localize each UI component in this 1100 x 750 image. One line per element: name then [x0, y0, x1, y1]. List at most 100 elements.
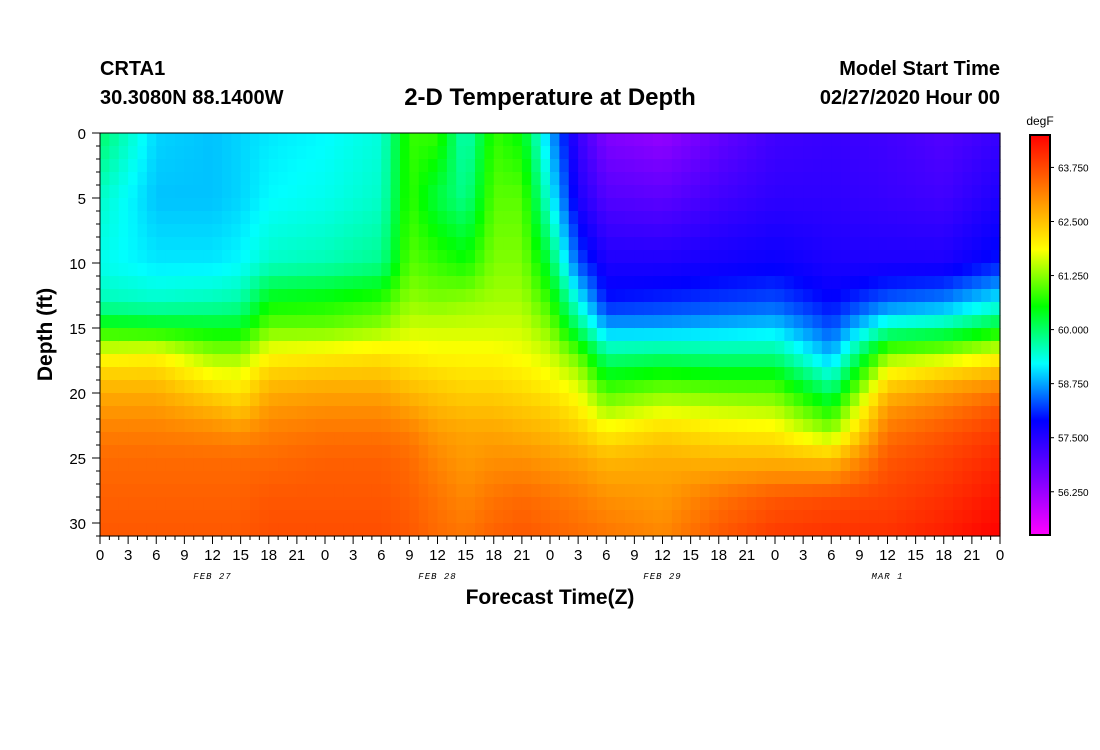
- heatmap-cell: [559, 276, 570, 290]
- heatmap-cell: [381, 237, 392, 251]
- heatmap-cell: [381, 302, 392, 316]
- heatmap-cell: [550, 328, 560, 342]
- heatmap-cell: [709, 419, 720, 433]
- colorbar-tick-label: 56.250: [1058, 488, 1089, 499]
- heatmap-cell: [850, 302, 860, 316]
- heatmap-cell: [381, 354, 392, 368]
- heatmap-cell: [287, 497, 298, 511]
- heatmap-cell: [653, 237, 664, 251]
- heatmap-cell: [550, 315, 560, 329]
- heatmap-cell: [981, 198, 992, 212]
- heatmap-cell: [803, 432, 814, 446]
- heatmap-cell: [746, 523, 757, 537]
- heatmap-cell: [812, 432, 823, 446]
- heatmap-cell: [193, 263, 204, 277]
- heatmap-cell: [850, 276, 860, 290]
- heatmap-cell: [550, 393, 560, 407]
- heatmap-cell: [203, 172, 214, 186]
- heatmap-cell: [503, 510, 514, 524]
- heatmap-cell: [268, 367, 279, 381]
- heatmap-cell: [221, 315, 232, 329]
- heatmap-cell: [615, 380, 626, 394]
- heatmap-cell: [165, 484, 176, 498]
- heatmap-cell: [240, 523, 251, 537]
- heatmap-cell: [821, 497, 832, 511]
- heatmap-cell: [981, 354, 992, 368]
- heatmap-cell: [353, 224, 364, 238]
- heatmap-cell: [306, 250, 317, 264]
- heatmap-cell: [662, 237, 673, 251]
- heatmap-cell: [850, 328, 860, 342]
- heatmap-cell: [165, 172, 176, 186]
- heatmap-cell: [981, 328, 992, 342]
- heatmap-cell: [137, 185, 148, 199]
- heatmap-cell: [625, 250, 635, 264]
- heatmap-cell: [737, 172, 748, 186]
- heatmap-cell: [268, 328, 279, 342]
- heatmap-cell: [240, 380, 251, 394]
- heatmap-cell: [240, 341, 251, 355]
- heatmap-cell: [709, 328, 720, 342]
- heatmap-cell: [587, 185, 598, 199]
- heatmap-cell: [906, 341, 917, 355]
- heatmap-cell: [821, 250, 832, 264]
- heatmap-cell: [100, 315, 110, 329]
- heatmap-cell: [118, 198, 129, 212]
- heatmap-cell: [278, 276, 289, 290]
- heatmap-cell: [559, 445, 570, 459]
- heatmap-cell: [868, 432, 879, 446]
- heatmap-cell: [925, 497, 935, 511]
- heatmap-cell: [653, 406, 664, 420]
- heatmap-cell: [456, 315, 467, 329]
- heatmap-cell: [409, 289, 420, 303]
- heatmap-cell: [606, 146, 617, 160]
- heatmap-cell: [184, 419, 195, 433]
- heatmap-cell: [165, 289, 176, 303]
- heatmap-cell: [371, 159, 382, 173]
- heatmap-cell: [587, 172, 598, 186]
- heatmap-cell: [156, 367, 167, 381]
- heatmap-cell: [587, 393, 598, 407]
- heatmap-cell: [484, 237, 495, 251]
- heatmap-cell: [400, 250, 410, 264]
- heatmap-cell: [803, 276, 814, 290]
- heatmap-cell: [568, 302, 579, 316]
- heatmap-cell: [137, 224, 148, 238]
- heatmap-cell: [559, 172, 570, 186]
- heatmap-cell: [643, 315, 654, 329]
- heatmap-cell: [878, 523, 889, 537]
- heatmap-cell: [118, 237, 129, 251]
- heatmap-cell: [953, 185, 964, 199]
- heatmap-cell: [353, 263, 364, 277]
- heatmap-cell: [728, 458, 739, 472]
- heatmap-cell: [193, 315, 204, 329]
- heatmap-cell: [587, 380, 598, 394]
- heatmap-cell: [943, 146, 954, 160]
- heatmap-cell: [381, 172, 392, 186]
- heatmap-cell: [390, 523, 401, 537]
- heatmap-cell: [334, 445, 345, 459]
- heatmap-cell: [118, 133, 129, 147]
- heatmap-cell: [428, 302, 439, 316]
- heatmap-cell: [221, 523, 232, 537]
- heatmap-cell: [484, 198, 495, 212]
- heatmap-cell: [503, 367, 514, 381]
- heatmap-cell: [662, 315, 673, 329]
- heatmap-cell: [446, 315, 457, 329]
- heatmap-cell: [915, 471, 926, 485]
- heatmap-cell: [681, 172, 692, 186]
- heatmap-cell: [240, 393, 251, 407]
- heatmap-cell: [109, 315, 120, 329]
- heatmap-cell: [287, 159, 298, 173]
- heatmap-cell: [550, 224, 560, 238]
- heatmap-cell: [615, 484, 626, 498]
- heatmap-cell: [925, 419, 935, 433]
- heatmap-cell: [850, 458, 860, 472]
- heatmap-cell: [268, 445, 279, 459]
- heatmap-cell: [175, 263, 185, 277]
- heatmap-cell: [231, 185, 242, 199]
- heatmap-cell: [493, 393, 504, 407]
- heatmap-cell: [381, 289, 392, 303]
- heatmap-cell: [868, 523, 879, 537]
